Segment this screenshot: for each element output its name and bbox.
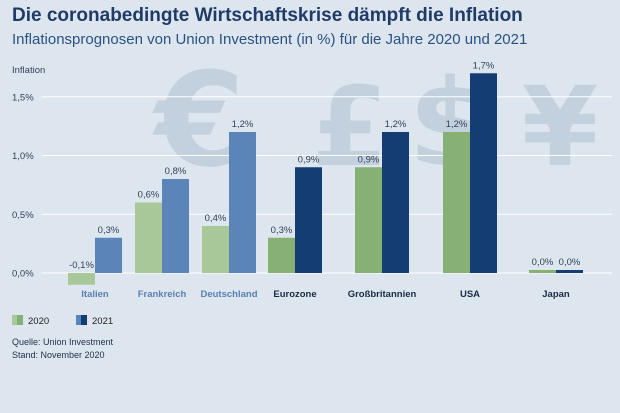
background-currency-symbol: ¥ bbox=[522, 63, 599, 191]
bar-2020 bbox=[202, 226, 229, 273]
data-label: 0,0% bbox=[532, 257, 554, 268]
bar-2020 bbox=[68, 273, 95, 285]
y-tick-label: 1,0% bbox=[12, 151, 34, 162]
bar-2020 bbox=[268, 237, 295, 273]
bar-2021 bbox=[229, 132, 256, 273]
data-label: 0,0% bbox=[559, 257, 581, 268]
data-label: 0,8% bbox=[165, 166, 187, 177]
bar-2021 bbox=[95, 237, 122, 273]
page-subtitle: Inflationsprognosen von Union Investment… bbox=[12, 31, 528, 48]
category-label: USA bbox=[460, 289, 480, 300]
data-label: 1,2% bbox=[232, 119, 254, 130]
bar-2020 bbox=[355, 167, 382, 273]
data-label: 0,9% bbox=[298, 154, 320, 165]
bar-2020 bbox=[135, 202, 162, 273]
data-label: 0,3% bbox=[271, 225, 293, 236]
data-label: 1,2% bbox=[446, 119, 468, 130]
category-label: Japan bbox=[542, 289, 570, 300]
bar-2020 bbox=[443, 132, 470, 273]
bar-2021 bbox=[470, 73, 497, 273]
bar-2021 bbox=[382, 132, 409, 273]
legend-swatch-2021-strong bbox=[81, 315, 87, 325]
data-label: 1,7% bbox=[473, 60, 495, 71]
data-label: -0,1% bbox=[69, 260, 94, 271]
y-tick-label: 0,5% bbox=[12, 210, 34, 221]
data-label: 0,3% bbox=[98, 225, 120, 236]
data-label: 0,4% bbox=[205, 213, 227, 224]
data-label: 1,2% bbox=[385, 119, 407, 130]
category-label: Deutschland bbox=[200, 289, 257, 300]
bar-2020 bbox=[529, 270, 556, 273]
bar-2021 bbox=[556, 270, 583, 273]
legend-swatch-2020-strong bbox=[17, 315, 23, 325]
y-tick-label: 1,5% bbox=[12, 92, 34, 103]
source-note: Quelle: Union Investment bbox=[12, 337, 114, 347]
bar-2021 bbox=[162, 179, 189, 273]
page-title: Die coronabedingte Wirtschaftskrise dämp… bbox=[12, 5, 523, 26]
category-label: Italien bbox=[81, 289, 109, 300]
legend-label-2020: 2020 bbox=[28, 316, 49, 327]
y-tick-label: 0,0% bbox=[12, 269, 34, 280]
category-label: Frankreich bbox=[138, 289, 187, 300]
category-label: Eurozone bbox=[273, 289, 316, 300]
y-axis-label: Inflation bbox=[12, 65, 45, 76]
data-label: 0,9% bbox=[358, 154, 380, 165]
legend-label-2021: 2021 bbox=[92, 316, 113, 327]
data-label: 0,6% bbox=[138, 190, 160, 201]
date-note: Stand: November 2020 bbox=[12, 350, 105, 360]
bar-2021 bbox=[295, 167, 322, 273]
category-label: Großbritannien bbox=[348, 289, 417, 300]
